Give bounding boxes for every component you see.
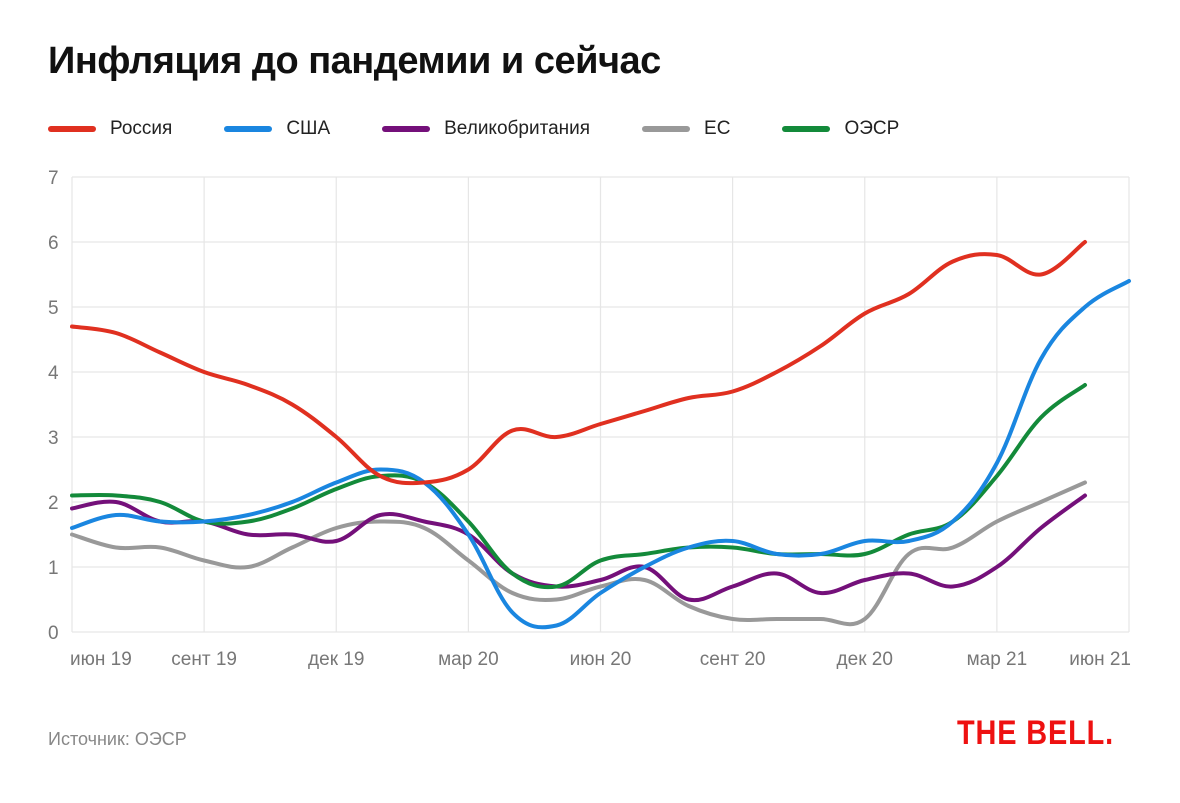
x-tick-label: июн 19 — [70, 649, 132, 670]
legend-swatch-uk — [382, 126, 431, 132]
legend-item-usa: США — [224, 118, 330, 140]
y-tick-label: 3 — [48, 428, 59, 449]
legend-label-eu: ЕС — [704, 118, 731, 139]
legend-swatch-eu — [642, 126, 691, 132]
series-line-uk — [70, 493, 1087, 603]
x-tick-label: дек 19 — [308, 649, 364, 670]
y-tick-label: 0 — [48, 623, 59, 644]
y-tick-label: 4 — [48, 363, 59, 384]
legend: Россия США Великобритания ЕС ОЭСР — [48, 118, 951, 140]
x-tick-label: сент 20 — [700, 649, 766, 670]
x-tick-label: июн 21 — [1069, 649, 1131, 670]
legend-swatch-usa — [224, 126, 273, 132]
series-line-usa — [70, 279, 1131, 630]
y-tick-label: 7 — [48, 168, 59, 189]
y-tick-label: 1 — [48, 558, 59, 579]
chart-title: Инфляция до пандемии и сейчас — [48, 40, 661, 82]
series-line-russia — [70, 240, 1087, 486]
y-tick-label: 6 — [48, 233, 59, 254]
legend-item-oecd: ОЭСР — [782, 118, 899, 140]
source-note: Источник: ОЭСР — [48, 729, 187, 749]
x-tick-label: мар 20 — [438, 649, 499, 670]
y-tick-label: 5 — [48, 298, 59, 319]
legend-label-russia: Россия — [110, 118, 173, 139]
legend-item-uk: Великобритания — [382, 118, 590, 140]
the-bell-logo: THE BELL. — [957, 714, 1114, 752]
legend-label-uk: Великобритания — [444, 118, 591, 139]
line-chart: 0 1 2 3 4 5 6 7 июн 19 сент 19 дек 19 мар 20 июн 20 с… — [48, 168, 1131, 670]
y-tick-label: 2 — [48, 493, 59, 514]
x-tick-label: мар 21 — [967, 649, 1028, 670]
series-line-eu — [70, 480, 1087, 627]
legend-label-oecd: ОЭСР — [844, 118, 900, 139]
x-tick-label: сент 19 — [171, 649, 237, 670]
series-line-oecd — [70, 383, 1087, 590]
legend-swatch-russia — [48, 126, 96, 132]
x-tick-label: июн 20 — [570, 649, 632, 670]
legend-swatch-oecd — [782, 126, 831, 132]
legend-item-russia: Россия — [48, 118, 172, 140]
legend-item-eu: ЕС — [642, 118, 730, 140]
legend-label-usa: США — [286, 118, 331, 139]
x-tick-label: дек 20 — [837, 649, 893, 670]
